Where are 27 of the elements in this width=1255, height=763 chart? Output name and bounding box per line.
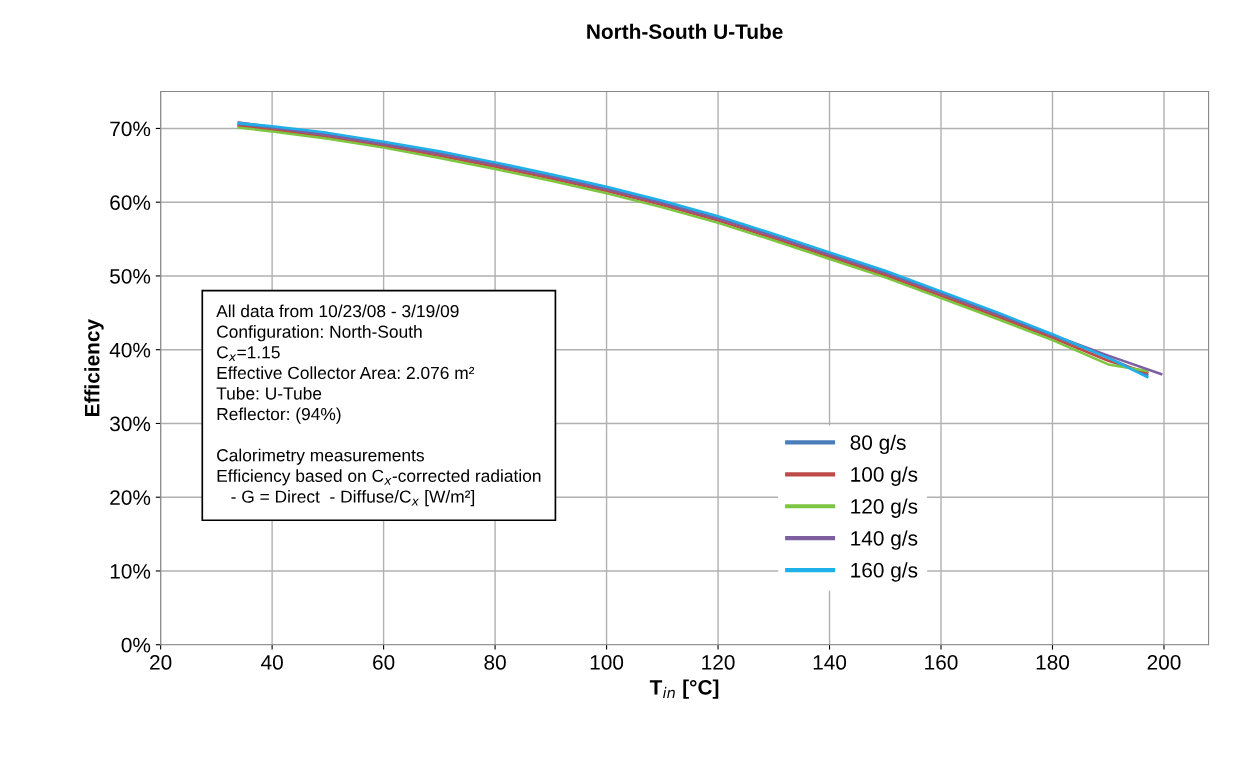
y-tick-label: 40% bbox=[109, 342, 151, 358]
chart-title: North-South U-Tube bbox=[587, 23, 783, 39]
x-tick-label: 140 bbox=[813, 655, 847, 670]
legend-label: 160 g/s bbox=[851, 562, 918, 582]
y-tick-label: 20% bbox=[110, 490, 151, 505]
y-tick-label: 10% bbox=[110, 563, 151, 579]
x-tick-label: 160 bbox=[925, 655, 958, 670]
x-tick-label: 80 bbox=[484, 655, 506, 670]
x-tick-label: 200 bbox=[1147, 655, 1181, 670]
y-tick-label: 60% bbox=[110, 195, 151, 210]
x-tick-label: 40 bbox=[261, 655, 283, 670]
x-tick-label: 100 bbox=[590, 655, 624, 670]
y-tick-label: 30% bbox=[110, 416, 151, 432]
legend-label: 100 g/s bbox=[851, 466, 918, 486]
text: All data from 10/23/08 - 3/19/09 Configuration: North-South C$_{x}$=1.15 Effective Collector Area: 2.076 m² Tube: U-Tube Reflector: (94%) Calorimetry measurements Efficiency based on C$_{x}$-corrected radiation - G = Direct - Diffuse/C$_{x}$ [W/m²] bbox=[216, 304, 541, 507]
y-axis-title: Efficiency bbox=[84, 319, 104, 416]
y-tick-label: 0% bbox=[121, 637, 151, 653]
x-tick-label: 20 bbox=[150, 655, 172, 670]
y-tick-label: 50% bbox=[110, 268, 151, 284]
legend-label: 120 g/s bbox=[851, 498, 918, 518]
y-tick-label: 70% bbox=[110, 121, 151, 137]
x-tick-label: 60 bbox=[373, 655, 395, 670]
legend-label: 140 g/s bbox=[851, 530, 918, 550]
x-tick-label: 180 bbox=[1036, 655, 1070, 670]
x-axis-title: T$_{in}$ [°C] bbox=[649, 679, 719, 699]
legend-label: 80 g/s bbox=[850, 434, 906, 455]
x-tick-label: 120 bbox=[702, 655, 735, 670]
